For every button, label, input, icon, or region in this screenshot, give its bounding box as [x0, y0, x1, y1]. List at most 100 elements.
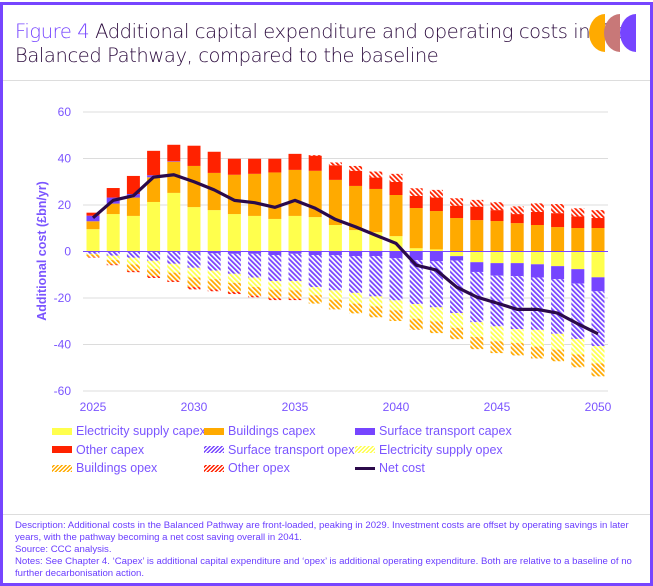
bar-segment-buildings-opex [410, 319, 423, 330]
bar-stack-2039 [369, 172, 382, 318]
bar-segment-electricity-supply-capex [127, 216, 140, 252]
bar-segment-other-capex [228, 159, 241, 175]
bar-segment-other-capex [390, 182, 403, 195]
bar-segment-other-capex [107, 188, 120, 198]
bar-segment-electricity-supply-capex [551, 252, 564, 267]
logo-semicircle-pink [604, 14, 620, 52]
bar-segment-buildings-opex [208, 279, 221, 289]
bar-segment-buildings-capex [127, 198, 140, 216]
bar-segment-electricity-supply-capex [349, 230, 362, 251]
bar-segment-electricity-supply-capex [309, 217, 322, 251]
bar-segment-other-opex [147, 276, 160, 278]
bar-segment-electricity-supply-opex [410, 304, 423, 319]
bar-segment-other-opex [531, 203, 544, 212]
bar-segment-other-opex [551, 204, 564, 213]
bar-segment-surface-transport-capex [470, 262, 483, 272]
legend-item: Surface transport capex [355, 424, 512, 438]
legend-label: Other opex [228, 461, 290, 475]
bar-segment-electricity-supply-capex [208, 210, 221, 251]
bar-segment-electricity-supply-capex [87, 229, 100, 251]
bar-stack-2037 [329, 162, 342, 309]
bar-segment-surface-transport-capex [450, 256, 463, 260]
bar-segment-other-capex [491, 210, 504, 221]
bar-segment-buildings-opex [470, 337, 483, 349]
bar-segment-buildings-capex [430, 211, 443, 249]
bar-segment-other-capex [147, 151, 160, 175]
bar-segment-other-capex [531, 212, 544, 225]
legend-item: Buildings capex [204, 424, 316, 438]
bar-segment-electricity-supply-capex [268, 219, 281, 252]
bar-segment-surface-transport-opex [147, 252, 160, 261]
figure-label: Figure 4 [15, 20, 89, 43]
bar-segment-surface-transport-capex [531, 264, 544, 277]
x-tick-label: 2035 [282, 400, 309, 414]
bar-stack-2034 [268, 159, 281, 300]
bar-segment-other-opex [228, 292, 241, 294]
bar-segment-other-opex [107, 264, 120, 265]
legend-swatch [52, 465, 72, 472]
bar-stack-2029 [167, 145, 180, 282]
bar-segment-buildings-opex [551, 350, 564, 362]
bar-segment-other-opex [571, 208, 584, 216]
bar-segment-other-capex [167, 145, 180, 162]
bar-segment-buildings-opex [107, 260, 120, 264]
footer-divider [3, 514, 650, 515]
bar-segment-buildings-capex [87, 221, 100, 229]
bar-segment-buildings-opex [390, 310, 403, 321]
bar-segment-electricity-supply-capex [248, 216, 261, 252]
legend-swatch [355, 446, 375, 453]
bar-segment-buildings-opex [289, 290, 302, 298]
bar-stack-2046 [511, 206, 524, 355]
bar-segment-other-opex [87, 257, 100, 258]
figure-notes: Description: Additional costs in the Bal… [15, 520, 640, 580]
bar-segment-other-capex [268, 159, 281, 173]
bar-segment-other-opex [390, 174, 403, 182]
bar-segment-other-capex [329, 165, 342, 180]
legend-label: Buildings opex [76, 461, 157, 475]
bar-segment-buildings-capex [390, 195, 403, 236]
legend-item: Buildings opex [52, 461, 157, 475]
bar-segment-electricity-supply-opex [289, 281, 302, 290]
bar-segment-surface-transport-opex [167, 252, 180, 264]
source-text: Source: CCC analysis. [15, 544, 640, 556]
bar-segment-surface-transport-opex [390, 258, 403, 300]
bar-segment-buildings-opex [147, 269, 160, 276]
bar-segment-buildings-opex [87, 255, 100, 257]
bar-segment-buildings-opex [309, 295, 322, 303]
bar-segment-surface-transport-opex [511, 276, 524, 329]
bar-segment-surface-transport-opex [349, 256, 362, 293]
bar-segment-other-opex [309, 155, 322, 156]
bar-segment-other-capex [289, 154, 302, 170]
description-text: Description: Additional costs in the Bal… [15, 520, 640, 544]
y-tick-label: -20 [54, 291, 72, 305]
bar-segment-buildings-opex [228, 283, 241, 292]
bar-segment-buildings-opex [329, 300, 342, 310]
bar-segment-surface-transport-opex [268, 255, 281, 281]
legend-item: Net cost [355, 461, 425, 475]
bar-segment-electricity-supply-capex [511, 252, 524, 264]
bar-segment-buildings-capex [188, 166, 201, 207]
bar-segment-electricity-supply-opex [571, 339, 584, 355]
bar-segment-surface-transport-capex [430, 252, 443, 262]
bar-segment-buildings-capex [571, 228, 584, 251]
bar-segment-other-opex [208, 289, 221, 291]
bar-segment-other-opex [430, 190, 443, 198]
bar-segment-other-capex [410, 196, 423, 208]
bar-segment-electricity-supply-opex [228, 274, 241, 283]
legend-label: Surface transport opex [228, 443, 354, 457]
bar-stack-2044 [470, 200, 483, 349]
logo-semicircle-orange [589, 14, 605, 52]
bar-segment-buildings-opex [430, 321, 443, 333]
bar-segment-electricity-supply-opex [268, 281, 281, 290]
bar-stack-2050 [592, 210, 605, 376]
legend-item: Surface transport opex [204, 443, 354, 457]
bar-segment-electricity-supply-opex [147, 261, 160, 269]
bar-stack-2038 [349, 166, 362, 313]
bar-segment-surface-transport-capex [551, 266, 564, 279]
bar-segment-surface-transport-capex [592, 277, 605, 291]
bar-segment-other-opex [289, 299, 302, 300]
bar-segment-buildings-capex [228, 175, 241, 214]
bar-segment-surface-transport-opex [289, 254, 302, 281]
bar-segment-electricity-supply-opex [511, 329, 524, 343]
legend-label: Buildings capex [228, 424, 316, 438]
